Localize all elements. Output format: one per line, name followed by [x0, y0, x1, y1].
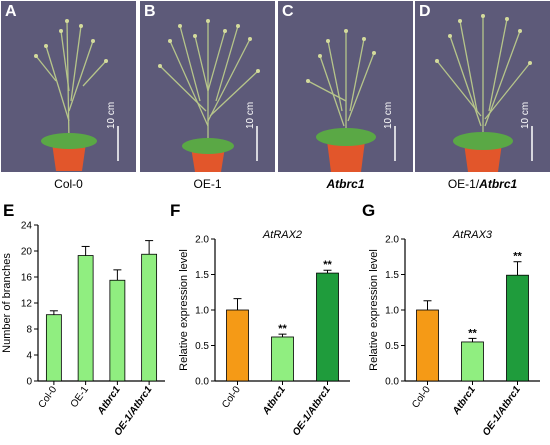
bar — [271, 336, 294, 382]
plant-photo-atbrc1 — [278, 1, 413, 172]
y-tick-label: 0.0 — [385, 377, 399, 388]
photo-panel-b: B 10 cm — [140, 1, 275, 172]
plant-photo-oe1 — [140, 1, 275, 172]
significance-marker: ** — [323, 259, 332, 271]
photo-panel-c: C 10 cm — [278, 1, 413, 172]
bar — [506, 274, 529, 382]
chart-title: AtRAX2 — [262, 229, 302, 241]
chart-title: AtRAX3 — [452, 229, 493, 241]
significance-marker: ** — [468, 327, 477, 339]
x-tick-label: OE-1 — [69, 384, 92, 410]
y-axis-label: Relative expression level — [368, 249, 380, 371]
photo-caption-d-prefix: OE-1/ — [447, 177, 480, 191]
x-tick-label: Col-0 — [410, 384, 433, 410]
bar — [461, 341, 484, 382]
scale-bar-label-a: 10 cm — [106, 101, 117, 129]
chart-atrax3: 0.0 0.5 1.0 1.5 2.0 Relative expression level… — [368, 229, 540, 438]
y-tick-label: 24 — [21, 221, 33, 232]
photo-caption-d: OE-1/Atbrc1 — [415, 177, 550, 191]
photo-caption-d-italic: Atbrc1 — [479, 177, 518, 191]
photo-caption-a: Col-0 — [54, 177, 83, 191]
bar — [77, 255, 94, 382]
bar — [45, 314, 62, 382]
bar — [109, 279, 126, 382]
photo-caption-b: OE-1 — [193, 177, 222, 191]
bar — [316, 272, 339, 382]
y-tick-label: 0 — [26, 377, 32, 388]
x-tick-label: OE-1/Atbrc1 — [291, 384, 333, 438]
y-tick-label: 1.5 — [385, 270, 399, 281]
photo-caption-c: Atbrc1 — [326, 177, 365, 191]
y-tick-label: 0.5 — [385, 341, 399, 352]
photo-panel-d: D 10 cm — [415, 1, 550, 172]
photo-panel-a: A 10 cm — [1, 1, 136, 172]
y-tick-label: 12 — [21, 299, 33, 310]
bar — [416, 309, 439, 382]
significance-marker: ** — [278, 323, 287, 335]
x-tick-label: Col-0 — [220, 384, 243, 410]
y-axis-label: Number of branches — [1, 253, 13, 353]
panel-letter-f: F — [170, 201, 181, 220]
photo-letter-a: A — [5, 3, 17, 20]
panel-letter-g: G — [362, 201, 376, 220]
plant-photo-col0 — [1, 1, 136, 172]
scale-bar-label-d: 10 cm — [520, 101, 531, 129]
scale-bar-label-b: 10 cm — [245, 101, 256, 129]
x-tick-label: OE-1/Atbrc1 — [481, 384, 523, 438]
y-tick-label: 1.0 — [385, 306, 399, 317]
significance-marker: ** — [513, 251, 522, 263]
chart-atrax2: 0.0 0.5 1.0 1.5 2.0 Relative expression level… — [178, 229, 350, 438]
chart-branches: 0 4 8 12 16 20 24 Number of branches Col-0 OE-1 At… — [1, 221, 165, 438]
y-tick-label: 16 — [21, 273, 33, 284]
y-tick-label: 8 — [26, 325, 32, 336]
panel-letter-e: E — [3, 201, 15, 220]
scale-bar-label-c: 10 cm — [383, 101, 394, 129]
y-tick-label: 0.5 — [195, 341, 209, 352]
photo-letter-b: B — [144, 3, 156, 20]
y-tick-label: 1.5 — [195, 270, 209, 281]
bar — [141, 253, 158, 382]
photo-letter-c: C — [282, 3, 294, 20]
y-tick-label: 2.0 — [385, 235, 399, 246]
bar — [226, 309, 249, 382]
x-tick-label: Col-0 — [37, 384, 60, 410]
x-tick-label: Atbrc1 — [95, 384, 123, 417]
photo-letter-d: D — [419, 3, 431, 20]
y-tick-label: 1.0 — [195, 306, 209, 317]
y-tick-label: 2.0 — [195, 235, 209, 246]
y-axis-label: Relative expression level — [178, 249, 190, 371]
y-tick-label: 0.0 — [195, 377, 209, 388]
plant-photo-oe1-atbrc1 — [415, 1, 550, 172]
x-tick-label: Atbrc1 — [450, 384, 478, 417]
y-tick-label: 20 — [21, 247, 33, 258]
y-tick-label: 4 — [26, 351, 32, 362]
x-tick-label: Atbrc1 — [260, 384, 288, 417]
